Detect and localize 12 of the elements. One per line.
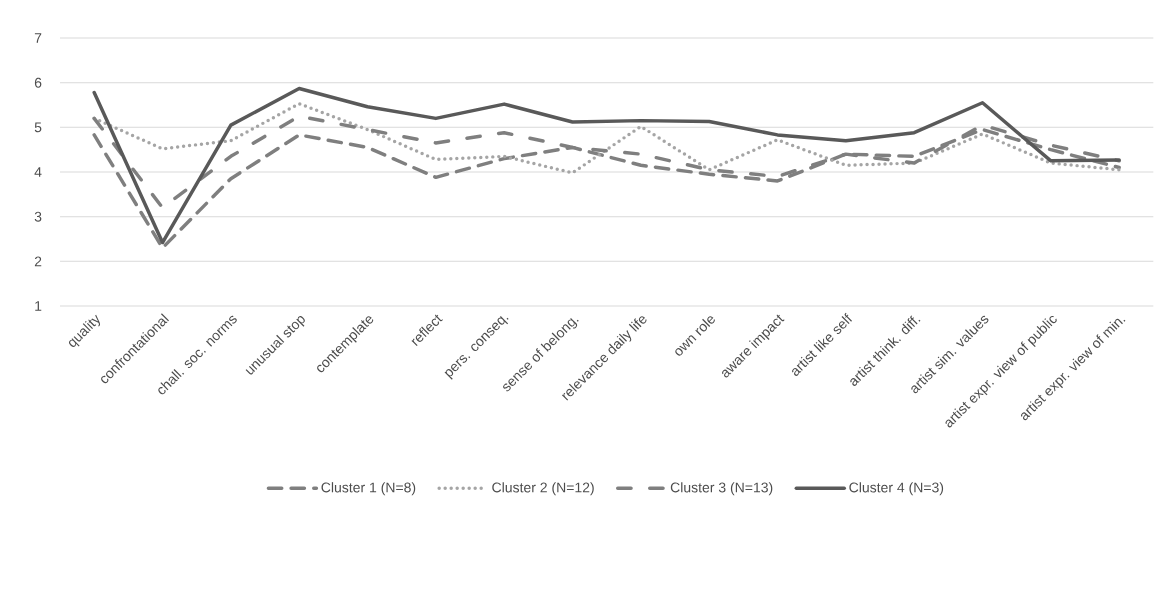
legend-label: Cluster 1 (N=8) [321,482,416,496]
legend-label: Cluster 2 (N=12) [492,482,594,496]
y-tick-label: 3 [34,211,42,222]
y-tick-label: 6 [34,77,42,88]
y-tick-label: 7 [34,33,42,43]
x-tick-label: own role [675,316,715,356]
y-tick-label: 1 [35,301,42,311]
legend-label: Cluster 3 (N=13) [670,482,773,496]
y-tick-label: 5 [34,122,42,133]
legend-label: Cluster 4 (N=3) [849,482,944,496]
y-tick-label: 2 [34,256,42,267]
y-tick-label: 4 [34,167,42,177]
